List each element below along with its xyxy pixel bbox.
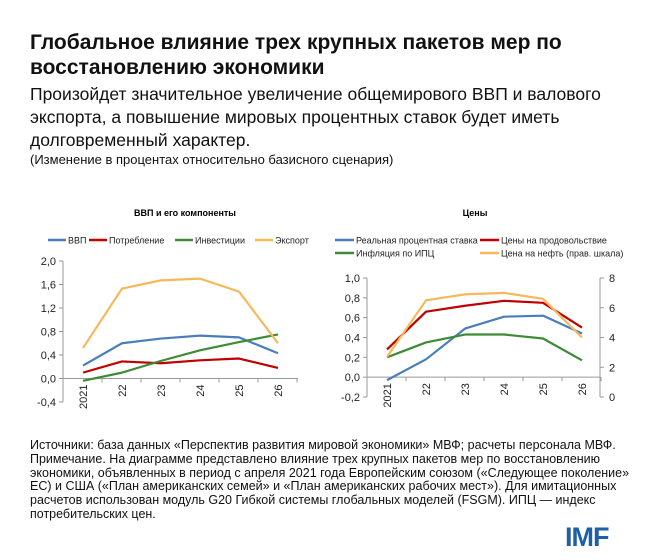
chart-note: Примечание. На диаграмме представлено вл… [30,451,630,521]
sources-note: Источники: база данных «Перспектив разви… [30,438,616,452]
imf-logo: IMF [565,522,609,552]
y2-tick-label: 2 [609,362,615,374]
x-tick-label: 26 [577,383,589,395]
x-tick-label: 22 [421,383,433,395]
legend-label: Потребление [109,236,164,246]
y2-tick-label: 4 [609,333,615,345]
series-line-2 [82,333,279,382]
legend-label: Инвестиции [195,236,245,246]
y-tick-label: 0,2 [345,352,360,364]
y-tick-label: 0,4 [345,333,360,345]
y-tick-label: 2,0 [41,256,56,268]
series-line-3 [386,291,583,358]
y-tick-label: 0,8 [41,327,56,339]
legend-label: Цена на нефть (прав. шкала) [501,249,623,259]
series-line-2 [386,333,583,362]
chart-title: Цены [463,208,488,218]
x-tick-label: 2021 [78,385,90,409]
x-tick-label: 23 [460,383,472,395]
y2-tick-label: 6 [609,303,615,315]
y-tick-label: -0,2 [341,392,360,404]
x-tick-label: 24 [499,383,511,395]
legend-label: ВВП [68,236,86,246]
page-title: Глобальное влияние трех крупных пакетов … [30,31,562,79]
y-tick-label: 0,6 [345,313,360,325]
legend-label: Цены на продовольствие [501,236,607,246]
y-tick-label: 0,4 [41,350,56,362]
x-tick-label: 24 [195,385,207,397]
x-tick-label: 26 [273,385,285,397]
y-tick-label: 0,8 [345,293,360,305]
units-note: (Изменение в процентах относительно бази… [30,152,394,167]
series-line-1 [82,357,279,374]
y-tick-label: 0,0 [345,372,360,384]
y-tick-label: -0,4 [37,397,56,409]
y2-tick-label: 8 [609,273,615,285]
chart-title: ВВП и его компоненты [134,208,236,218]
y-tick-label: 1,2 [41,303,56,315]
x-tick-label: 23 [156,385,168,397]
series-line-0 [386,314,583,382]
x-tick-label: 25 [234,385,246,397]
y2-tick-label: 0 [609,392,615,404]
series-line-1 [386,299,583,351]
legend-label: Инфляция по ИПЦ [356,249,435,259]
y-tick-label: 1,0 [345,273,360,285]
x-tick-label: 25 [538,383,550,395]
x-tick-label: 22 [117,385,129,397]
y-tick-label: 1,6 [41,280,56,292]
series-line-3 [82,277,279,349]
legend-label: Экспорт [275,236,309,246]
footnotes: Источники: база данных «Перспектив разви… [30,438,630,522]
page-subtitle: Произойдет значительное увеличение общем… [30,84,601,150]
x-tick-label: 2021 [382,383,394,407]
legend-label: Реальная процентная ставка [356,236,478,246]
y-tick-label: 0,0 [41,374,56,386]
